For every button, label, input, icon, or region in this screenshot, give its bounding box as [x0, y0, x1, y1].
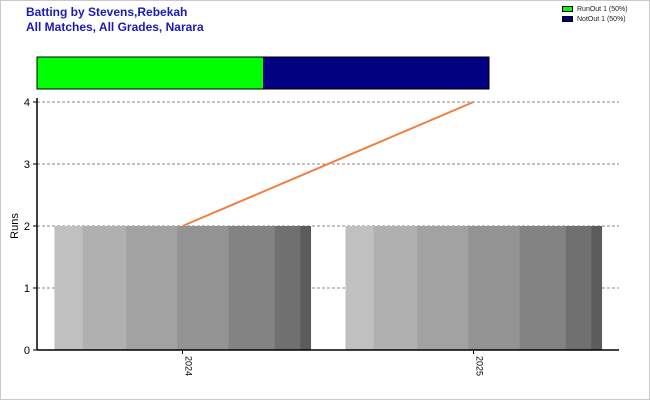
dismissal-segment-notout — [263, 57, 489, 89]
y-axis-label: Runs — [9, 213, 21, 239]
dismissal-segment-runout — [37, 57, 263, 89]
bar-2024-band — [126, 226, 178, 350]
bar-2024-band — [228, 226, 276, 350]
legend-label-notout: NotOut 1 (50%) — [577, 15, 626, 23]
bar-2024-band — [300, 226, 312, 350]
bar-2025-band — [417, 226, 469, 350]
y-tick-label: 0 — [24, 345, 30, 357]
line-series — [182, 101, 474, 227]
legend-label-runout: RunOut 1 (50%) — [577, 5, 628, 13]
bar-2025-band — [565, 226, 592, 350]
bar-2025-band — [468, 226, 521, 350]
y-tick-label: 4 — [24, 97, 30, 109]
legend-swatch-runout — [562, 6, 573, 12]
legend-item-runout: RunOut 1 (50%) — [562, 4, 628, 14]
bar-2024-band — [177, 226, 230, 350]
legend-item-notout: NotOut 1 (50%) — [562, 14, 628, 24]
legend-swatch-notout — [562, 16, 573, 22]
bar-2025-band — [591, 226, 603, 350]
bar-2024-band — [82, 226, 127, 350]
bar-2025-band — [345, 226, 375, 350]
x-tick-label: 2025 — [475, 356, 485, 376]
chart-subtitle: All Matches, All Grades, Narara — [26, 20, 204, 34]
x-tick-label: 2024 — [184, 356, 194, 376]
bar-2025-band — [373, 226, 418, 350]
y-tick-label: 1 — [24, 283, 30, 295]
dismissal-bar-outline — [36, 56, 490, 90]
bar-2024-band — [54, 226, 84, 350]
bar-2025-band — [519, 226, 567, 350]
legend: RunOut 1 (50%) NotOut 1 (50%) — [562, 4, 628, 24]
y-tick-label: 3 — [24, 159, 30, 171]
y-tick-label: 2 — [24, 221, 30, 233]
chart-title: Batting by Stevens,Rebekah — [26, 5, 188, 19]
bar-2024-band — [274, 226, 301, 350]
